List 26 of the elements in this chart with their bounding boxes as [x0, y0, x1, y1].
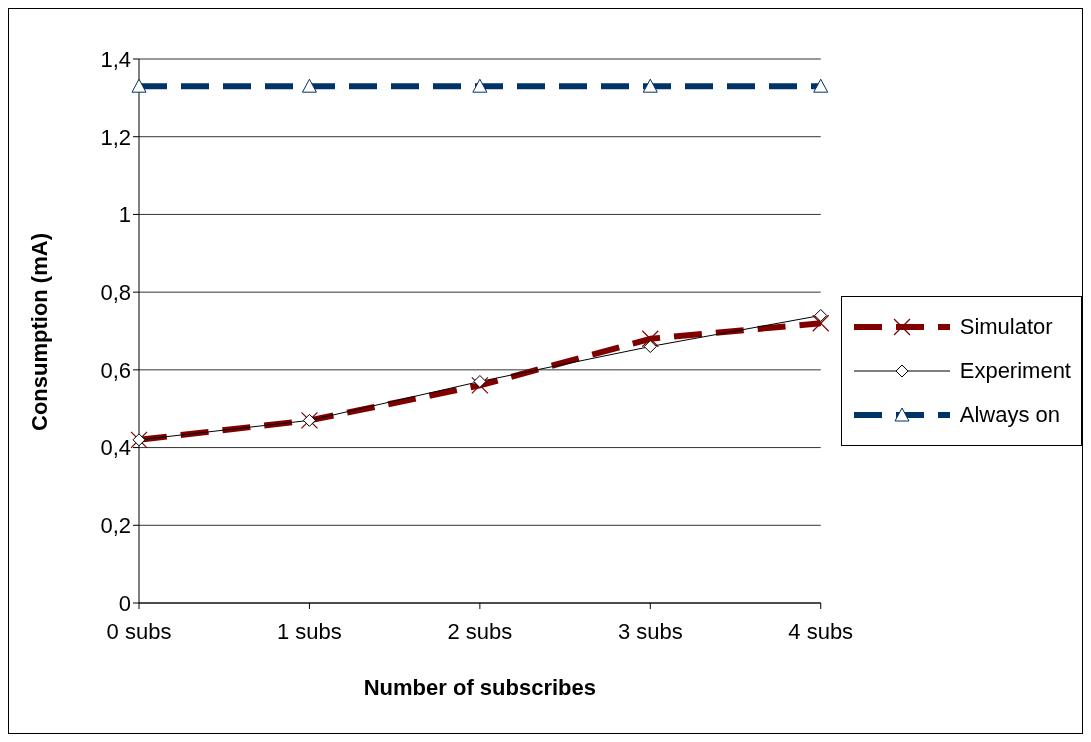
y-tick-label: 1,4 — [100, 46, 131, 72]
y-tick-label: 0,8 — [100, 279, 131, 305]
point — [814, 308, 828, 322]
legend-label: Experiment — [959, 358, 1071, 384]
point — [301, 78, 317, 93]
point — [813, 78, 829, 93]
y-tick-label: 1 — [118, 202, 131, 228]
legend-label: Always on — [959, 402, 1060, 428]
point — [473, 375, 487, 389]
x-axis-title: Number of subscribes — [363, 675, 596, 700]
point — [131, 78, 147, 93]
y-tick-label: 0,4 — [100, 435, 131, 461]
x-tick-label: 2 subs — [447, 618, 513, 644]
y-tick-label: 0 — [118, 590, 131, 616]
y-axis-title: Consumption (mA) — [26, 233, 52, 431]
point — [642, 78, 658, 93]
y-tick-label: 1,2 — [100, 124, 131, 150]
legend-label: Simulator — [959, 314, 1053, 340]
x-tick-label: 1 subs — [277, 618, 342, 644]
point — [643, 340, 657, 354]
x-tick-label: 3 subs — [617, 618, 683, 644]
x-tick-label: 0 subs — [106, 618, 172, 644]
y-tick-label: 0,6 — [100, 357, 131, 383]
point — [472, 78, 488, 93]
x-tick-label: 4 subs — [788, 618, 854, 644]
y-tick-label: 0,2 — [100, 513, 131, 539]
